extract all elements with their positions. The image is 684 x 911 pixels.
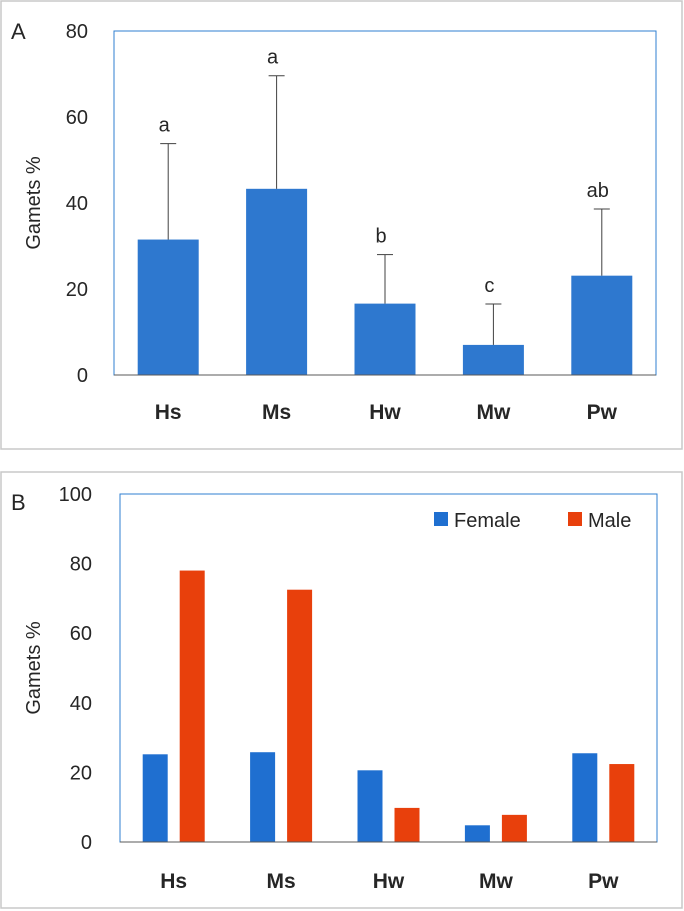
panel-b-category-mw: Mw [479,870,513,893]
panel-b-y-tick-label: 60 [70,623,92,645]
panel-a-letter: A [11,19,26,44]
panel-a-error-bars [160,75,610,345]
panel-a-bar-mw [462,344,524,375]
panel-b-category-pw: Pw [588,870,619,893]
panel-b-bar-male-pw [609,764,635,842]
panel-a-significance-hs: a [159,115,171,137]
panel-b-bar-female-pw [572,753,598,842]
panel-b: B Gamets % 0 20 40 60 80 100 Hs Ms Hw Mw Pw Femal… [0,471,683,909]
panel-b-legend-swatch-male [568,512,582,526]
panel-a-category-ms: Ms [262,401,291,424]
panel-a-significance-hw: b [375,226,386,248]
panel-b-y-axis-title: Gamets % [23,621,45,715]
panel-a-bar-hs [137,239,199,375]
panel-b-legend-label-female: Female [454,510,521,532]
panel-a-y-ticks: 0 20 40 60 80 [66,21,88,387]
panel-a-significance-mw: c [484,275,494,297]
panel-b-bar-male-hw [394,807,420,842]
panel-a-y-tick-label: 40 [66,193,88,215]
panel-a-bar-hw [354,303,416,375]
panel-a-border [0,0,683,450]
panel-b-bar-female-ms [250,752,276,842]
panel-a-category-mw: Mw [476,401,510,424]
panel-a-y-tick-label: 80 [66,21,88,43]
panel-b-legend: Female Male [434,510,631,532]
panel-b-y-ticks: 0 20 40 60 80 100 [59,484,92,854]
panel-b-legend-label-male: Male [588,510,631,532]
panel-b-category-hw: Hw [373,870,405,893]
panel-b-bars [142,570,635,842]
panel-a-y-axis-title: Gamets % [23,156,45,250]
panel-b-category-ms: Ms [267,870,296,893]
panel-b-category-hs: Hs [160,870,187,893]
panel-a-category-hw: Hw [369,401,401,424]
panel-b-y-tick-label: 100 [59,484,92,506]
panel-b-y-tick-label: 0 [81,832,92,854]
panel-a-significance-ms: a [267,47,279,69]
panel-a-category-pw: Pw [587,401,618,424]
panel-a-y-tick-label: 60 [66,107,88,129]
panel-b-bar-male-mw [501,814,527,842]
panel-a-bar-pw [571,275,633,375]
panel-a-significance-pw: ab [587,180,609,202]
panel-b-category-labels: Hs Ms Hw Mw Pw [160,870,619,893]
panel-a-y-tick-label: 0 [77,365,88,387]
panel-a-bars [137,188,633,375]
panel-b-bar-female-mw [464,825,490,842]
panel-a-category-labels: Hs Ms Hw Mw Pw [155,401,618,424]
panel-b-legend-swatch-female [434,512,448,526]
panel-a-y-tick-label: 20 [66,279,88,301]
panel-b-bar-female-hw [357,770,383,842]
panel-a-bar-ms [246,188,308,375]
panel-a-category-hs: Hs [155,401,182,424]
panel-b-y-tick-label: 20 [70,762,92,784]
panel-b-border [0,471,683,909]
panel-b-letter: B [11,490,26,515]
panel-b-bar-male-ms [287,589,313,842]
panel-b-bar-female-hs [142,754,168,842]
panel-b-y-tick-label: 40 [70,693,92,715]
panel-b-bar-male-hs [179,570,205,842]
panel-b-y-tick-label: 80 [70,554,92,576]
